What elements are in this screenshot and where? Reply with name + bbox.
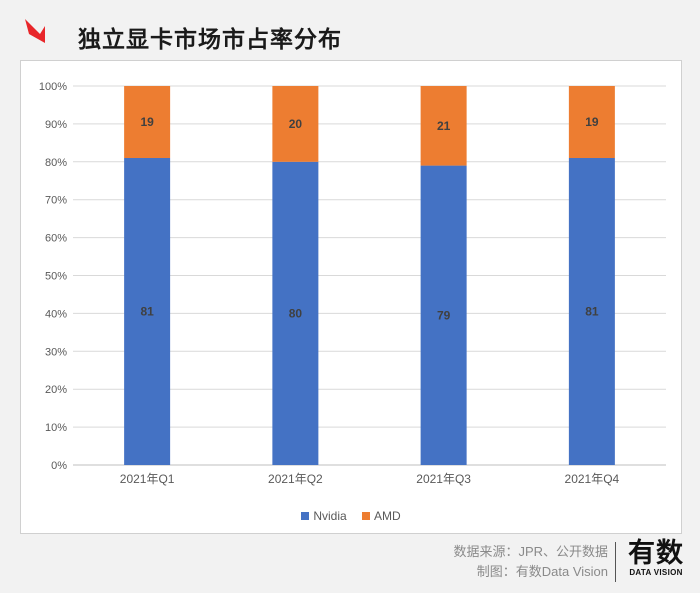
y-tick-label: 20% [45, 384, 67, 396]
bar-amd [420, 86, 467, 166]
y-tick-label: 70% [45, 195, 67, 207]
y-tick-label: 40% [45, 308, 67, 320]
legend-swatch-nvidia [301, 512, 310, 520]
data-label-amd: 21 [437, 119, 451, 133]
bar-amd [124, 86, 171, 159]
legend-label-amd: AMD [374, 509, 401, 523]
data-label-amd: 19 [585, 115, 599, 129]
bar-nvidia [124, 158, 171, 465]
y-tick-label: 0% [51, 460, 67, 472]
data-label-nvidia: 81 [140, 305, 154, 319]
brand-name-cn: 有数 [628, 538, 684, 568]
title-accent-mark [25, 19, 45, 43]
data-source-text: 数据来源：JPR、公开数据 [453, 544, 608, 559]
bar-nvidia [272, 161, 319, 466]
brand-name-en: DATA VISION [629, 568, 683, 577]
legend-label-nvidia: Nvidia [313, 509, 347, 523]
y-tick-label: 80% [45, 157, 67, 169]
data-label-nvidia: 80 [289, 306, 303, 320]
data-label-amd: 20 [289, 117, 303, 131]
y-tick-label: 60% [45, 233, 67, 245]
chart-title: 独立显卡市场市占率分布 [78, 26, 342, 52]
stacked-bar-chart: 0%10%20%30%40%50%60%70%80%90%100%8119202… [39, 81, 666, 486]
data-label-amd: 19 [140, 115, 154, 129]
footer-divider [615, 542, 616, 582]
legend-swatch-amd [362, 512, 371, 520]
bar-amd [272, 86, 319, 162]
brand-logo: 有数 DATA VISION [624, 538, 688, 577]
y-tick-label: 50% [45, 271, 67, 283]
x-tick-label: 2021年Q4 [565, 472, 620, 486]
legend: Nvidia AMD [21, 509, 681, 523]
bar-nvidia [568, 158, 615, 465]
source-block: 数据来源：JPR、公开数据 制图：有数Data Vision [453, 542, 608, 582]
y-tick-label: 100% [39, 81, 67, 93]
legend-item-nvidia: Nvidia [301, 509, 347, 523]
x-tick-label: 2021年Q3 [416, 472, 471, 486]
bar-nvidia [420, 165, 467, 465]
data-label-nvidia: 79 [437, 308, 451, 322]
y-tick-label: 30% [45, 346, 67, 358]
x-tick-label: 2021年Q1 [120, 472, 175, 486]
bar-amd [568, 86, 615, 159]
data-label-nvidia: 81 [585, 305, 599, 319]
chart-credit-text: 制图：有数Data Vision [476, 564, 608, 579]
legend-item-amd: AMD [362, 509, 401, 523]
y-tick-label: 10% [45, 422, 67, 434]
y-tick-label: 90% [45, 119, 67, 131]
x-tick-label: 2021年Q2 [268, 472, 323, 486]
chart-card: 0% 10% 20% 30% 40% 50% 60% 70% 80% 90% 100% 81 19 202… [20, 60, 682, 534]
